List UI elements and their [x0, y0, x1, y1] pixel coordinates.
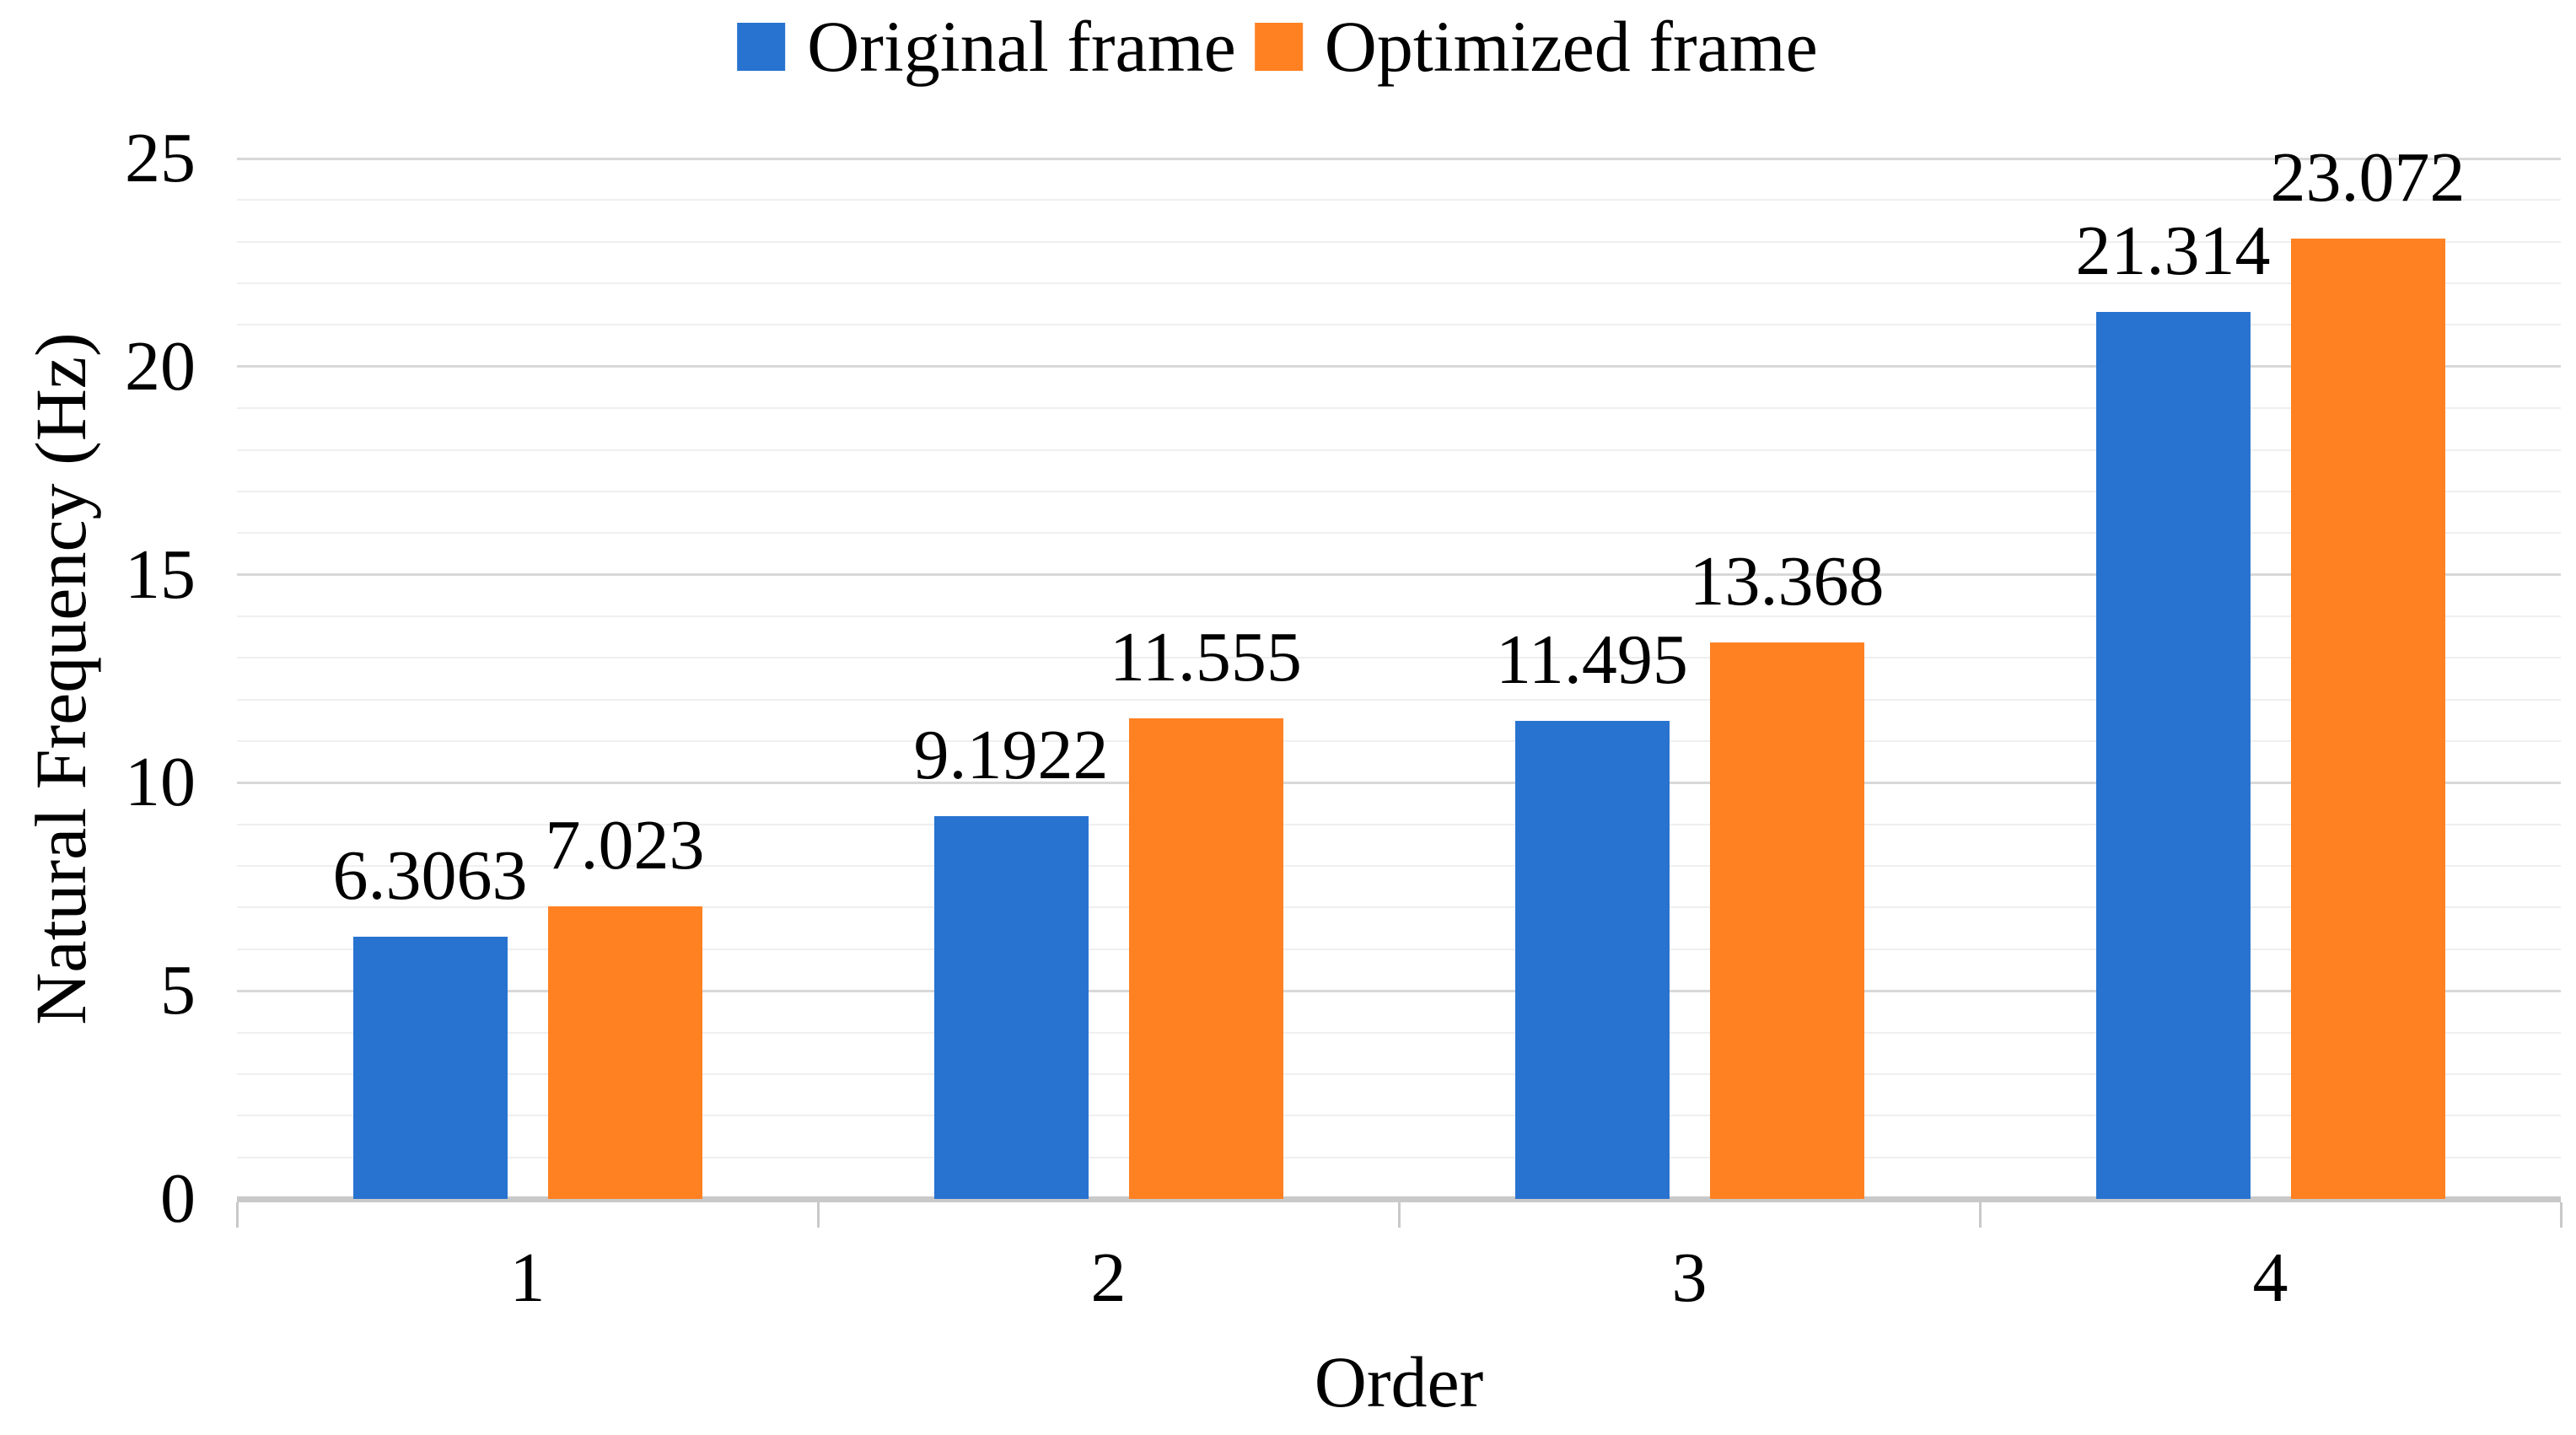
gridline-minor	[237, 1031, 2561, 1034]
gridline-major	[237, 573, 2561, 577]
x-tick-label: 1	[509, 1239, 546, 1317]
legend-label-original-frame: Original frame	[807, 6, 1236, 87]
gridline-major	[237, 365, 2561, 368]
bar-value-label: 13.368	[1689, 542, 1885, 621]
legend-label-optimized-frame: Optimized frame	[1324, 6, 1818, 87]
x-axis-tick	[1978, 1202, 1982, 1228]
x-axis-title: Order	[1314, 1341, 1484, 1422]
legend-item-original-frame: Original frame	[737, 10, 1236, 83]
gridline-minor	[237, 449, 2561, 451]
gridline-minor	[237, 865, 2561, 868]
gridline-major	[237, 157, 2561, 160]
gridline-minor	[237, 615, 2561, 617]
gridline-minor	[237, 324, 2561, 326]
gridline-minor	[237, 1072, 2561, 1075]
gridline-minor	[237, 948, 2561, 950]
gridline-major	[237, 781, 2561, 784]
bar-optimized-frame-order-2	[1128, 718, 1283, 1199]
y-tick-label: 20	[125, 326, 196, 406]
bar-optimized-frame-order-3	[1709, 642, 1864, 1199]
bar-value-label: 6.3063	[332, 836, 528, 915]
bar-value-label: 11.495	[1496, 620, 1688, 699]
gridline-minor	[237, 740, 2561, 743]
bar-value-label: 23.072	[2270, 138, 2466, 218]
y-tick-label: 15	[125, 535, 196, 614]
x-axis-line	[237, 1196, 2561, 1202]
gridline-minor	[237, 282, 2561, 285]
x-axis-tick	[1397, 1202, 1401, 1228]
gridline-minor	[237, 490, 2561, 492]
y-axis-title: Natural Frequency (Hz)	[20, 332, 101, 1025]
gridline-minor	[237, 906, 2561, 909]
bar-value-label: 11.555	[1110, 617, 1302, 696]
bar-original-frame-order-3	[1514, 720, 1670, 1199]
x-axis-tick	[235, 1202, 239, 1228]
x-tick-label: 3	[1671, 1239, 1707, 1317]
gridline-major	[237, 989, 2561, 992]
legend-item-optimized-frame: Optimized frame	[1254, 6, 1818, 87]
gridline-minor	[237, 240, 2561, 243]
legend-swatch-optimized-frame	[1254, 22, 1303, 71]
gridline-minor	[237, 407, 2561, 410]
gridline-minor	[237, 698, 2561, 701]
legend: Original frame Optimized frame	[737, 10, 1818, 83]
bar-original-frame-order-2	[933, 816, 1089, 1199]
legend-swatch-original-frame	[737, 22, 786, 71]
gridline-minor	[237, 1115, 2561, 1117]
bar-optimized-frame-order-4	[2290, 239, 2445, 1199]
y-tick-label: 25	[125, 119, 196, 197]
bar-original-frame-order-1	[352, 936, 508, 1199]
x-tick-label: 2	[1090, 1239, 1127, 1317]
gridline-minor	[237, 823, 2561, 825]
bar-value-label: 7.023	[545, 806, 705, 885]
x-axis-tick	[2559, 1202, 2563, 1228]
y-tick-label: 10	[125, 743, 196, 822]
x-tick-label: 4	[2252, 1239, 2288, 1317]
bar-value-label: 9.1922	[913, 716, 1109, 795]
x-axis-tick	[816, 1202, 820, 1228]
bar-value-label: 21.314	[2075, 211, 2271, 290]
y-tick-label: 5	[160, 951, 196, 1030]
bar-original-frame-order-4	[2095, 311, 2251, 1199]
gridline-minor	[237, 199, 2561, 202]
gridline-minor	[237, 532, 2561, 535]
gridline-minor	[237, 1156, 2561, 1158]
y-tick-label: 0	[160, 1159, 196, 1238]
gridline-minor	[237, 657, 2561, 659]
bar-optimized-frame-order-1	[547, 906, 702, 1199]
